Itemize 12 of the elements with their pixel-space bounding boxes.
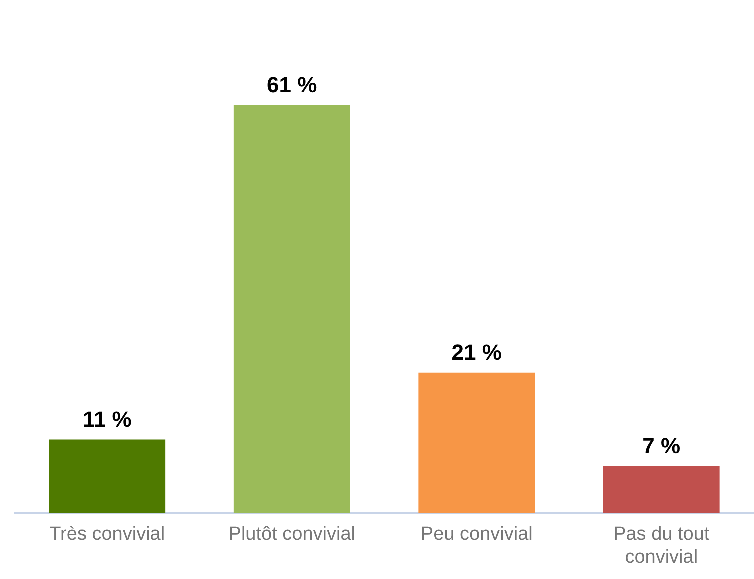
bar — [234, 105, 350, 514]
x-tick-label: Plutôt convivial — [228, 524, 356, 546]
bar — [49, 440, 166, 514]
data-label: 11 % — [82, 406, 132, 432]
bar — [603, 466, 720, 514]
data-label: 61 % — [267, 72, 318, 98]
data-label: 7 % — [642, 434, 681, 459]
bar — [418, 372, 536, 514]
data-label: 21 % — [452, 340, 502, 365]
x-tick-label: Pas du tout convivial — [614, 524, 710, 568]
x-tick-label: Très convivial — [50, 524, 166, 546]
x-tick-label: Peu convivial — [420, 524, 533, 546]
